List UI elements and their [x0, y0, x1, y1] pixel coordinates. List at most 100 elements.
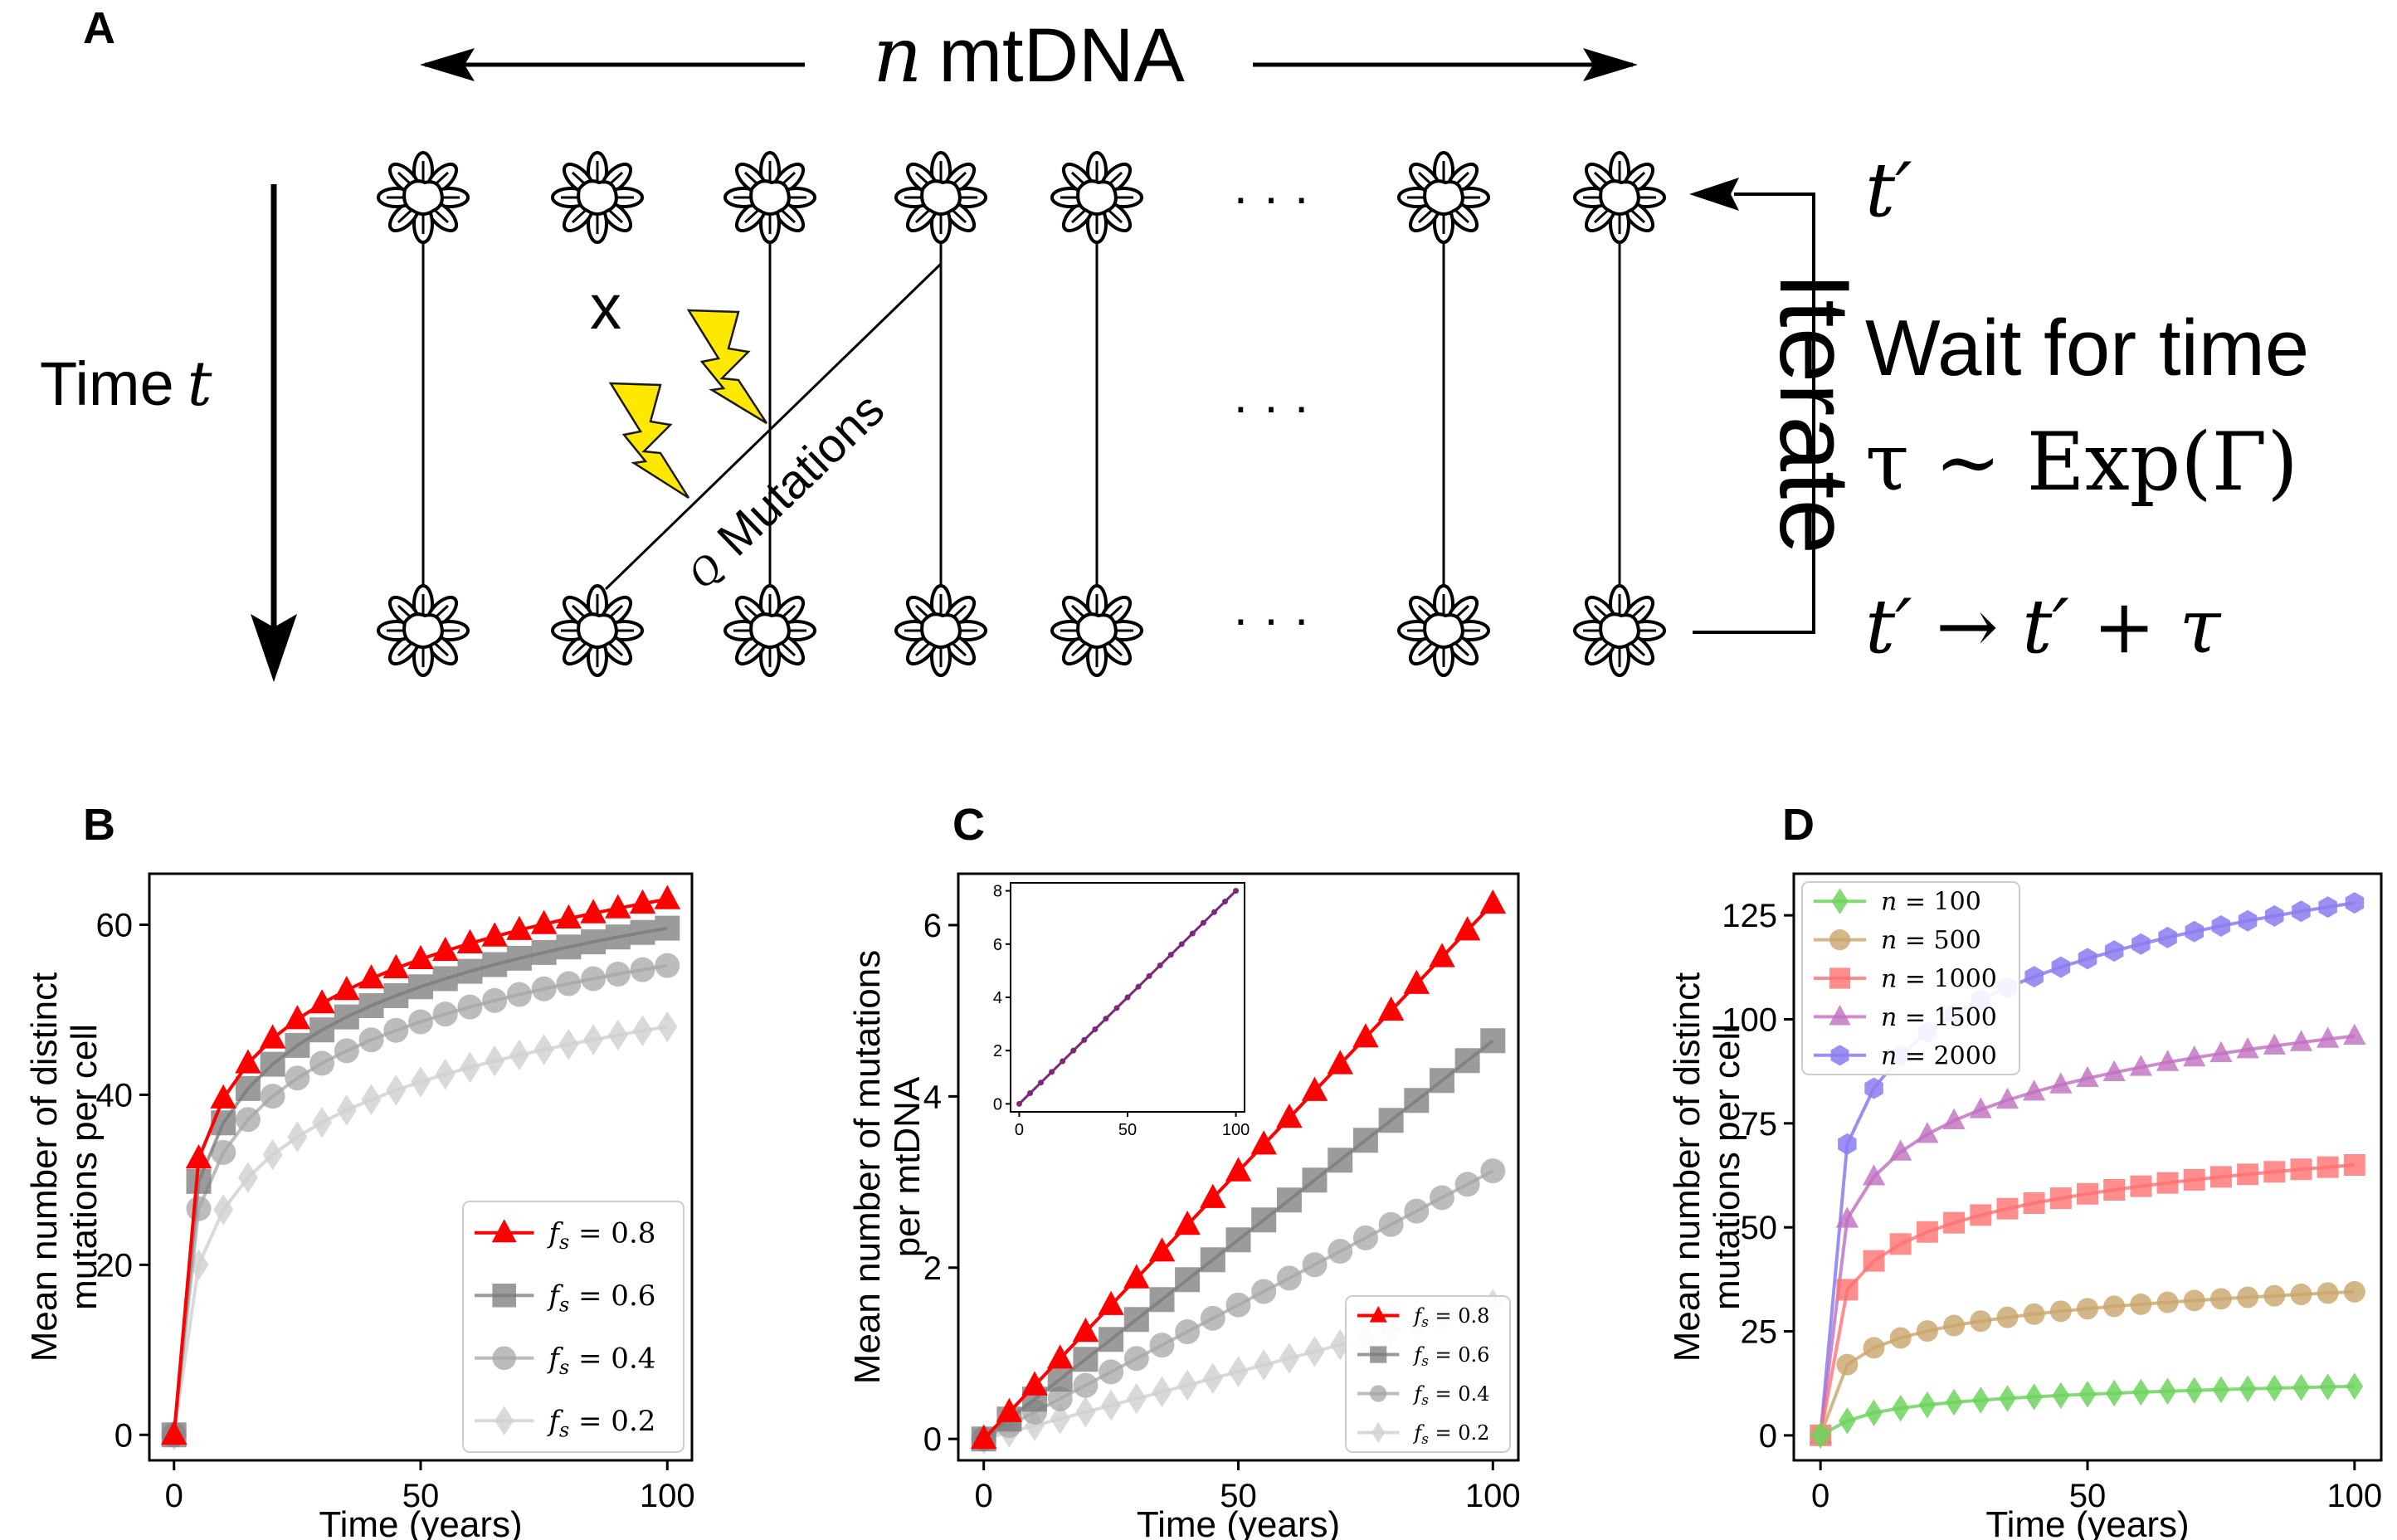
chart-d: 0 50 100 0 25 50 75 100 125 Time (years) Mean numb… [1667, 872, 2383, 1540]
legend-label: n = 1500 [1881, 1003, 1997, 1032]
data-point [211, 1139, 236, 1165]
data-point [1454, 1172, 1480, 1197]
data-point [1995, 1087, 2019, 1109]
data-point [1251, 1279, 1277, 1304]
panel-c-label: C [952, 800, 985, 850]
data-point [460, 1051, 480, 1084]
data-point [2078, 1381, 2097, 1408]
panel-b-label: B [83, 800, 115, 850]
data-point [1099, 1327, 1124, 1352]
data-point [1099, 1359, 1124, 1385]
data-point [1073, 1372, 1099, 1398]
data-point [2051, 956, 2071, 978]
data-point [2236, 1037, 2259, 1059]
data-point [2105, 1379, 2123, 1407]
data-point [287, 1121, 308, 1153]
data-point [1352, 1023, 1379, 1048]
data-point [1202, 1362, 1223, 1394]
panel-a: A n mtDNA Time t [40, 3, 2309, 682]
legend-label-sub: s [1421, 1391, 1429, 1408]
inset-data-point [1146, 972, 1152, 979]
data-point [2183, 1168, 2205, 1191]
mtdna-icon [723, 584, 816, 677]
data-point [481, 922, 508, 947]
data-point [2290, 1284, 2312, 1306]
data-point [2156, 1291, 2179, 1313]
data-point [1152, 1376, 1172, 1408]
legend-label-val: = 0.6 [569, 1279, 655, 1313]
data-point [1352, 1128, 1378, 1153]
data-point [1148, 1237, 1176, 1262]
inset-data-point [1167, 952, 1174, 958]
inset-data-point [1189, 930, 1196, 937]
data-point [2103, 1179, 2126, 1201]
data-point [383, 983, 409, 1008]
data-point [435, 1058, 456, 1090]
data-point [382, 953, 409, 978]
time-label: Time t [40, 348, 212, 420]
inset-data-point [1038, 1079, 1045, 1086]
data-point [1075, 1396, 1096, 1428]
data-point [1969, 1097, 1992, 1118]
data-point [555, 904, 582, 928]
data-point [654, 885, 680, 909]
data-point [1970, 1310, 1992, 1333]
data-point [1225, 1227, 1251, 1253]
data-point [1403, 969, 1430, 994]
legend-label-val: = 0.6 [1429, 1343, 1490, 1367]
data-point [285, 1065, 310, 1091]
legend-label: n = 2000 [1881, 1041, 1997, 1070]
data-point [262, 1138, 283, 1171]
panel-d-label: D [1782, 800, 1815, 850]
data-point [1225, 1292, 1251, 1318]
inset-data-point [1081, 1036, 1088, 1043]
legend-label-sub: s [559, 1294, 569, 1317]
inset-y-tick-label: 6 [993, 936, 1002, 954]
data-point [2345, 892, 2365, 914]
data-point [2292, 900, 2311, 923]
data-point [1404, 1198, 1430, 1224]
data-point [1892, 1394, 1910, 1422]
x-tick-label: 50 [1220, 1478, 1257, 1514]
data-point [1200, 1247, 1225, 1273]
data-point [1200, 1305, 1225, 1331]
data-point [657, 1011, 678, 1043]
legend-marker [1370, 1385, 1387, 1402]
data-point [237, 1162, 258, 1193]
legend-marker [1371, 1421, 1386, 1444]
legend-label-sub: s [1421, 1352, 1429, 1369]
legend-label: fs = 0.2 [1412, 1421, 1489, 1447]
x-tick-label: 100 [2326, 1478, 2382, 1514]
legend-label-sub: s [1421, 1313, 1429, 1330]
data-point [2185, 1377, 2204, 1404]
data-point [1327, 1050, 1353, 1075]
inset-y-tick-label: 0 [993, 1095, 1002, 1114]
data-point [509, 1039, 529, 1071]
data-point [334, 1004, 359, 1030]
data-point [1479, 889, 1507, 914]
legend-label-sub: s [559, 1356, 569, 1379]
y-axis-label-line: Mean number of mutations [847, 950, 888, 1384]
y-axis-label-line: per mtDNA [887, 1076, 928, 1257]
inset-x-tick-label: 50 [1118, 1121, 1137, 1139]
inset-data-point [1233, 888, 1240, 894]
data-point [1404, 1088, 1430, 1114]
y-tick-label: 125 [1722, 898, 1777, 934]
x-tick-label: 100 [640, 1478, 695, 1514]
data-point [1918, 1391, 1937, 1419]
x-tick-label: 0 [975, 1478, 993, 1514]
data-point [1835, 1206, 1859, 1228]
mtdna-icon [1050, 151, 1143, 244]
data-point [259, 1024, 286, 1049]
data-point [1839, 1407, 1856, 1435]
legend-label-var: n [1881, 1041, 1897, 1070]
data-point [1429, 943, 1455, 967]
data-point [1276, 1265, 1302, 1291]
legend-box [462, 1201, 685, 1453]
data-point [457, 994, 483, 1020]
data-point [2209, 1040, 2233, 1063]
legend-label-val: = 0.2 [569, 1405, 655, 1438]
y-axis-label: Mean number of distinctmutations per cel… [1667, 972, 1747, 1362]
inset-data-point [1016, 1100, 1022, 1107]
